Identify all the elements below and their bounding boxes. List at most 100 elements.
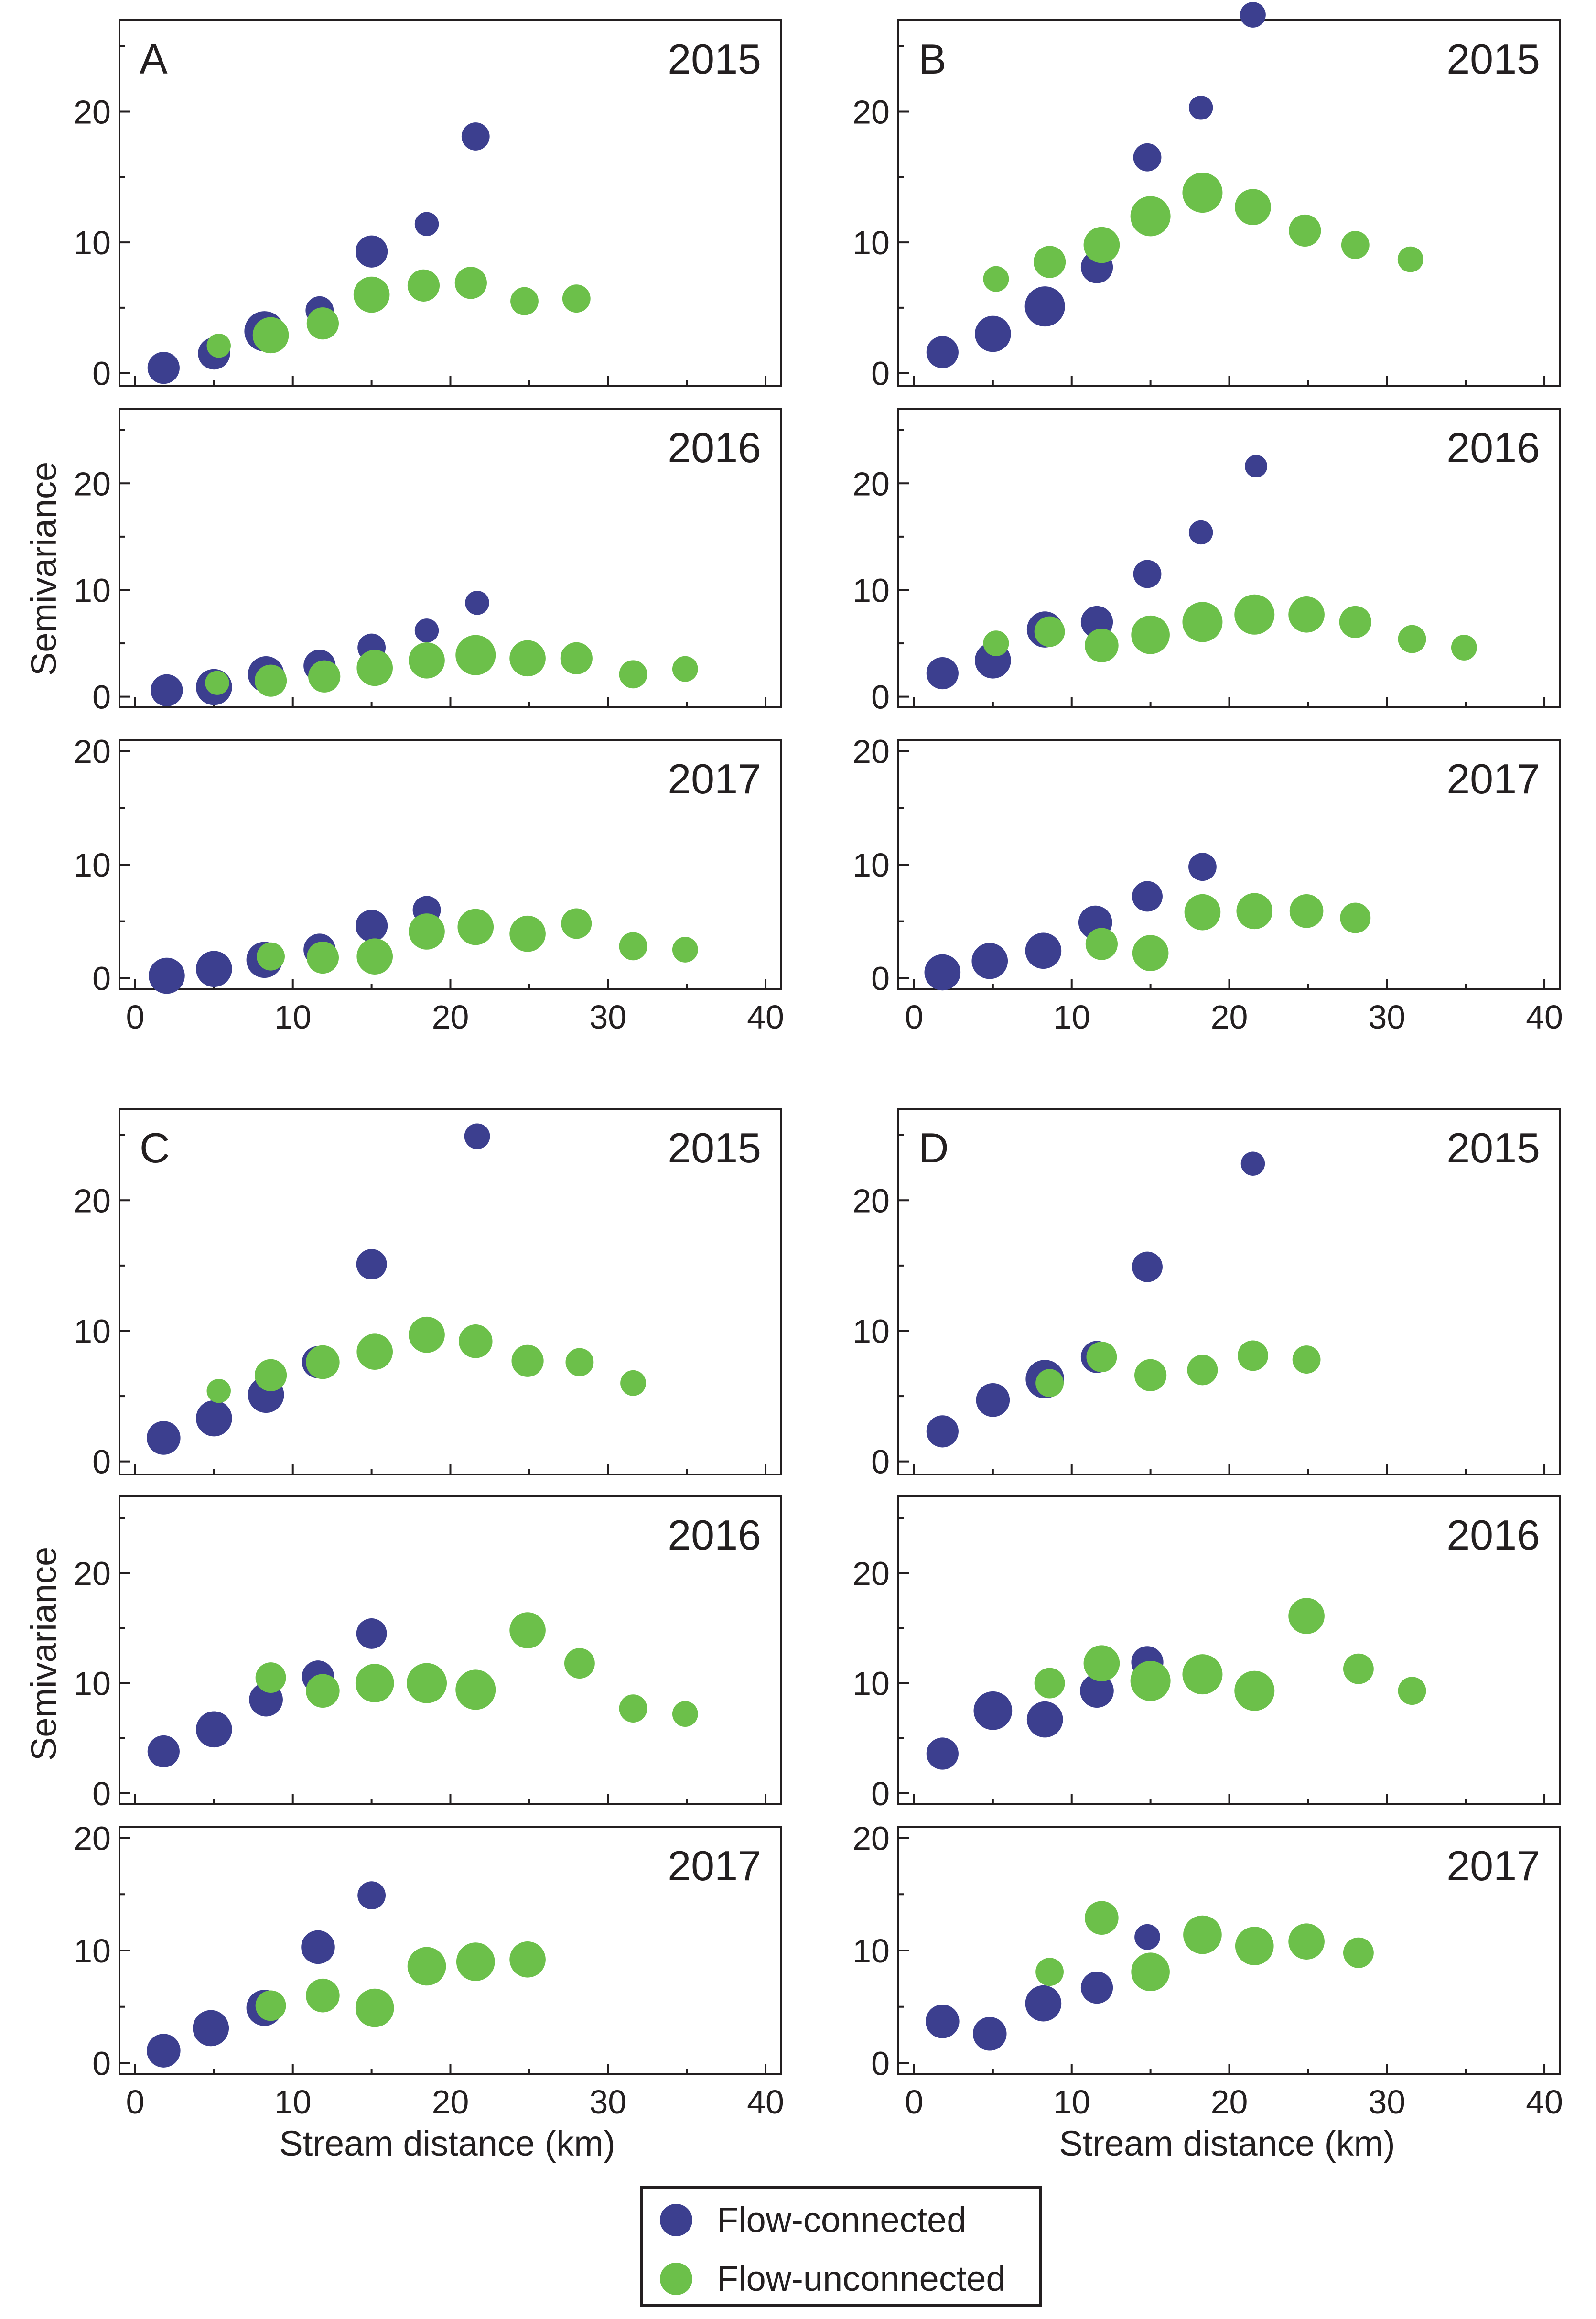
y-tick-label: 10 xyxy=(852,846,890,884)
scatter-point xyxy=(561,908,592,939)
y-tick-label: 0 xyxy=(871,1775,890,1812)
scatter-point xyxy=(926,1737,959,1770)
scatter-point xyxy=(1024,286,1065,327)
scatter-point xyxy=(509,640,546,677)
scatter-point xyxy=(510,287,539,315)
panel-a-2015: 0 10 20 2015 A xyxy=(74,19,782,392)
scatter-point xyxy=(455,635,496,675)
scatter-point xyxy=(971,943,1008,979)
scatter-point xyxy=(1083,227,1120,263)
x-tick-label: 20 xyxy=(432,998,469,1036)
scatter-point xyxy=(1240,2,1266,28)
scatter-point xyxy=(306,307,339,340)
scatter-point xyxy=(255,1990,286,2021)
y-tick-label: 0 xyxy=(871,679,890,716)
x-tick-label: 40 xyxy=(1526,2083,1563,2121)
panel-year-label: 2016 xyxy=(668,424,761,471)
scatter-point xyxy=(1085,1901,1119,1935)
panel-d-2016: 0 10 20 2016 xyxy=(852,1495,1561,1812)
x-tick-label: 0 xyxy=(126,2083,145,2121)
series-flow-connected xyxy=(926,1924,1160,2051)
y-tick-label: 0 xyxy=(92,1775,111,1812)
scatter-point xyxy=(1289,214,1321,247)
y-tick-label: 10 xyxy=(852,1312,890,1350)
scatter-point xyxy=(926,2005,960,2038)
scatter-point xyxy=(356,1618,387,1649)
scatter-point xyxy=(206,333,231,358)
panel-year-label: 2017 xyxy=(668,755,761,802)
scatter-point xyxy=(1035,1958,1064,1986)
scatter-point xyxy=(357,1881,386,1910)
scatter-point xyxy=(509,915,546,952)
scatter-point xyxy=(1134,1359,1167,1391)
scatter-point xyxy=(465,591,489,615)
scatter-point xyxy=(619,660,647,689)
scatter-point xyxy=(306,1978,340,2013)
scatter-point xyxy=(509,1612,546,1648)
x-tick-label: 40 xyxy=(747,2083,784,2121)
scatter-point xyxy=(306,1345,340,1379)
scatter-point xyxy=(924,954,961,991)
scatter-point xyxy=(306,1674,340,1708)
scatter-point xyxy=(983,630,1009,656)
y-tick-label: 10 xyxy=(852,224,890,261)
series-flow-unconnected xyxy=(1035,1340,1321,1398)
scatter-point xyxy=(409,642,445,679)
series-flow-unconnected xyxy=(255,1612,698,1727)
scatter-point xyxy=(1340,902,1371,933)
scatter-point xyxy=(1033,246,1066,278)
y-tick-label: 0 xyxy=(92,960,111,997)
scatter-point xyxy=(356,650,393,686)
scatter-point xyxy=(672,1701,698,1727)
panel-d-2015: 0 10 20 2015 D xyxy=(852,1108,1561,1481)
scatter-point xyxy=(1133,143,1162,172)
x-tick-label: 0 xyxy=(905,2083,924,2121)
series-flow-unconnected xyxy=(206,1316,646,1403)
scatter-point xyxy=(355,1664,394,1702)
scatter-point xyxy=(454,267,487,299)
scatter-point xyxy=(1026,1701,1063,1738)
scatter-point xyxy=(1182,173,1223,213)
scatter-point xyxy=(1132,935,1169,971)
series-flow-unconnected xyxy=(205,635,698,697)
scatter-point xyxy=(1130,1661,1171,1701)
scatter-point xyxy=(1235,189,1271,226)
series-flow-connected xyxy=(926,1151,1265,1448)
legend-box xyxy=(640,2186,1042,2307)
scatter-point xyxy=(147,352,180,384)
series-flow-unconnected xyxy=(257,908,698,975)
scatter-point xyxy=(1289,894,1324,928)
scatter-point xyxy=(1288,1598,1325,1634)
panel-letter-label: D xyxy=(918,1124,949,1171)
y-tick-label: 20 xyxy=(74,1182,111,1219)
scatter-point xyxy=(1188,96,1213,120)
scatter-point xyxy=(407,269,440,302)
panel-c-2017: 0 10 20 0 10 20 30 40 2017 xyxy=(74,1820,784,2121)
y-tick-label: 0 xyxy=(871,960,890,997)
scatter-point xyxy=(356,938,393,975)
legend-marker-flow-connected xyxy=(660,2204,692,2236)
scatter-point xyxy=(149,957,185,994)
scatter-point xyxy=(672,937,698,963)
scatter-point xyxy=(1398,625,1426,653)
scatter-point xyxy=(509,1941,546,1978)
panel-year-label: 2017 xyxy=(1446,755,1540,802)
scatter-point xyxy=(407,1947,446,1986)
scatter-point xyxy=(1035,1369,1064,1398)
scatter-point xyxy=(455,1669,496,1710)
panel-year-label: 2015 xyxy=(1446,1124,1540,1171)
scatter-point xyxy=(1025,1985,1062,2022)
scatter-point xyxy=(1182,1654,1223,1695)
x-tick-label: 10 xyxy=(274,998,312,1036)
y-tick-label: 10 xyxy=(74,1932,111,1970)
panel-year-label: 2016 xyxy=(1446,424,1540,471)
panel-year-label: 2016 xyxy=(668,1511,761,1559)
scatter-point xyxy=(196,1400,232,1437)
y-tick-label: 20 xyxy=(852,1555,890,1592)
x-tick-label: 20 xyxy=(432,2083,469,2121)
series-flow-unconnected xyxy=(255,1941,546,2027)
scatter-point xyxy=(1288,1923,1325,1960)
scatter-point xyxy=(1341,231,1370,259)
y-axis-title-bottom: Semivariance xyxy=(24,1547,64,1761)
